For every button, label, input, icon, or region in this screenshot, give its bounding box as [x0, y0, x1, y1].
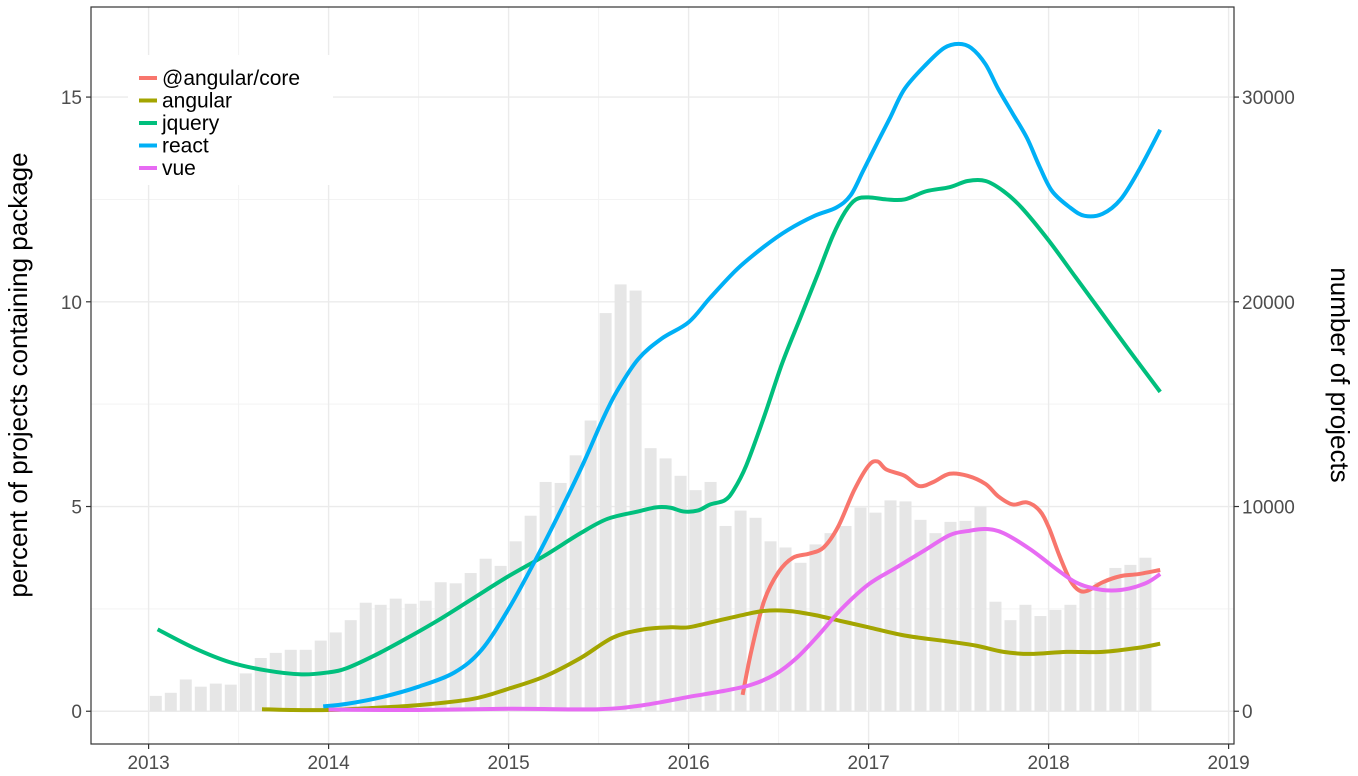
bar — [749, 517, 762, 712]
bar — [299, 649, 312, 712]
plot-border — [90, 6, 1235, 745]
bar — [809, 544, 822, 712]
grid — [91, 7, 1234, 744]
series-lines — [156, 41, 1162, 713]
bar — [704, 481, 717, 712]
bar — [179, 679, 192, 712]
y-left-tick-label: 5 — [71, 498, 82, 519]
bar — [1004, 620, 1017, 712]
legend-label-angular-core: @angular/core — [162, 67, 300, 90]
y-right-tick-label: 30000 — [1242, 88, 1295, 109]
bar — [209, 683, 222, 712]
bar — [464, 573, 477, 712]
bar — [284, 649, 297, 712]
bar — [929, 533, 942, 712]
x-tick-label: 2013 — [127, 753, 169, 774]
bar — [314, 640, 327, 712]
bar — [164, 692, 177, 712]
bar — [869, 512, 882, 712]
bar — [854, 507, 867, 712]
bar — [1124, 564, 1137, 712]
x-tick-label: 2019 — [1207, 753, 1249, 774]
bar — [779, 547, 792, 712]
bar — [254, 658, 267, 712]
bar — [569, 455, 582, 712]
y-left-tick-label: 10 — [61, 293, 82, 314]
bar — [224, 684, 237, 712]
x-tick-label: 2018 — [1027, 753, 1069, 774]
bar — [539, 481, 552, 712]
bar — [149, 695, 162, 712]
x-tick-label: 2017 — [847, 753, 889, 774]
bar — [974, 506, 987, 712]
bar — [764, 541, 777, 712]
bar — [629, 290, 642, 712]
bar — [1109, 567, 1122, 712]
bar — [374, 604, 387, 712]
y-axis-title-left: percent of projects containing package — [3, 152, 33, 597]
bar — [479, 558, 492, 712]
bar — [959, 520, 972, 712]
x-tick-label: 2016 — [667, 753, 709, 774]
bar — [899, 501, 912, 712]
bar — [449, 583, 462, 712]
x-tick-label: 2015 — [487, 753, 529, 774]
legend-label-react: react — [162, 135, 209, 158]
x-tick-label: 2014 — [307, 753, 350, 774]
bar — [884, 500, 897, 712]
bar — [1049, 609, 1062, 712]
series-line-angular-core — [740, 459, 1161, 696]
bar — [674, 475, 687, 712]
y-left-tick-label: 15 — [61, 88, 82, 109]
bar — [359, 602, 372, 712]
bar — [1064, 604, 1077, 712]
bar — [1034, 616, 1047, 712]
bar — [419, 600, 432, 712]
legend-label-vue: vue — [162, 157, 196, 180]
legend-background — [128, 55, 333, 185]
bar — [194, 686, 207, 712]
bar — [554, 482, 567, 712]
legend-label-jquery: jquery — [161, 112, 220, 135]
bar — [524, 515, 537, 712]
bar — [389, 598, 402, 712]
series-line-angular — [261, 608, 1161, 713]
bar — [989, 601, 1002, 712]
bar — [434, 582, 447, 712]
bar — [584, 420, 597, 712]
bar — [839, 525, 852, 712]
bar — [1079, 585, 1092, 712]
y-right-tick-label: 0 — [1242, 702, 1253, 723]
bar — [599, 313, 612, 712]
bar — [509, 541, 522, 712]
bar — [1094, 582, 1107, 712]
bar — [614, 284, 627, 712]
bar — [1019, 604, 1032, 712]
y-left-tick-label: 0 — [71, 702, 82, 723]
bar — [734, 510, 747, 712]
bar — [659, 458, 672, 712]
legend-label-angular: angular — [162, 90, 232, 113]
bar — [1139, 557, 1152, 712]
bar — [914, 519, 927, 712]
bar — [794, 562, 807, 712]
y-right-tick-label: 10000 — [1242, 498, 1295, 519]
y-right-tick-label: 20000 — [1242, 293, 1295, 314]
y-axis-title-right: number of projects — [1325, 267, 1355, 482]
bar — [944, 521, 957, 712]
series-line-vue — [328, 526, 1162, 713]
axes: 2013 2014 2015 2016 2017 2018 2019 0 5 10 15 0 10000… — [61, 88, 1295, 774]
bar — [644, 448, 657, 712]
series-line-jquery — [156, 177, 1162, 677]
bar — [269, 652, 282, 712]
bar — [404, 603, 417, 712]
bar — [494, 565, 507, 712]
series-line-react — [322, 41, 1162, 709]
bars-number-of-projects — [149, 284, 1152, 712]
bar — [689, 490, 702, 712]
bar — [239, 673, 252, 712]
